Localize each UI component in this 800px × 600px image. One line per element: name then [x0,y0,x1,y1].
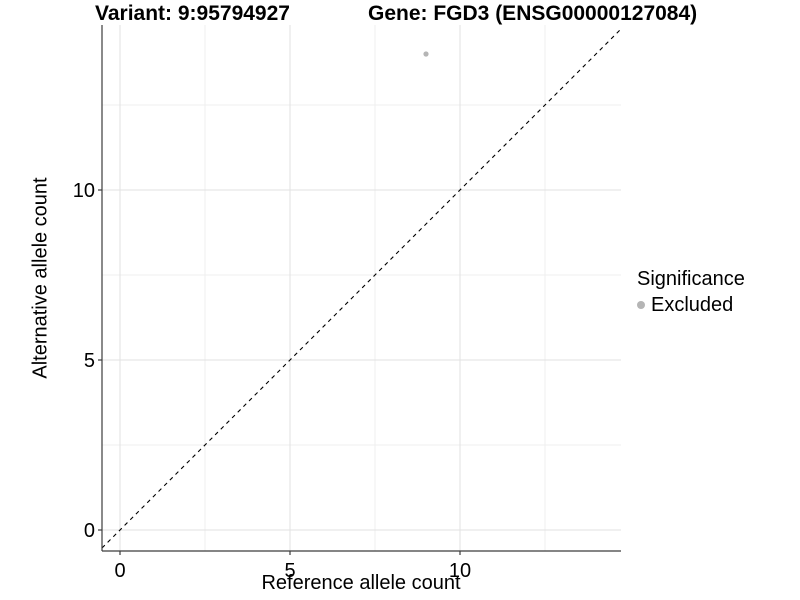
plot-title-gene: Gene: FGD3 (ENSG00000127084) [368,2,698,25]
y-tick-label: 0 [84,520,95,542]
legend: Significance Excluded [637,267,745,317]
x-tick-label: 10 [449,560,471,582]
x-tick-label: 0 [114,560,125,582]
legend-point-icon [637,301,645,309]
x-tick-label: 5 [284,560,295,582]
y-tick-label: 5 [84,350,95,372]
legend-item-label: Excluded [651,294,734,316]
y-axis-title: Alternative allele count [29,177,52,379]
y-tick-label: 10 [73,180,95,202]
data-point [423,51,429,57]
plot-title-variant: Variant: 9:95794927 [95,2,290,25]
identity-line [101,28,622,549]
legend-title: Significance [637,268,745,290]
x-axis-title: Reference allele count [261,572,461,594]
legend-item-excluded: Excluded [637,293,745,317]
